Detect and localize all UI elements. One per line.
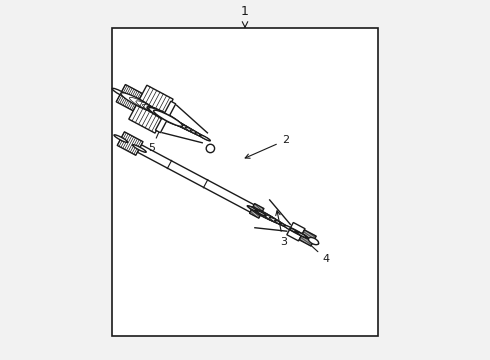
Polygon shape <box>155 101 176 133</box>
Ellipse shape <box>206 144 215 153</box>
Ellipse shape <box>148 108 178 124</box>
Text: 5: 5 <box>148 121 164 153</box>
Ellipse shape <box>132 145 146 152</box>
Ellipse shape <box>185 127 201 136</box>
Polygon shape <box>299 230 316 246</box>
Ellipse shape <box>199 135 210 141</box>
Ellipse shape <box>153 110 183 126</box>
Ellipse shape <box>308 238 318 245</box>
Bar <box>112 28 378 336</box>
Ellipse shape <box>195 132 207 139</box>
Ellipse shape <box>161 114 186 128</box>
Ellipse shape <box>254 209 278 223</box>
Polygon shape <box>249 204 264 218</box>
Polygon shape <box>116 85 143 111</box>
Ellipse shape <box>200 135 210 140</box>
Polygon shape <box>129 85 173 133</box>
Ellipse shape <box>259 212 281 224</box>
Ellipse shape <box>147 107 181 126</box>
Text: 3: 3 <box>276 211 287 247</box>
Text: 4: 4 <box>299 234 330 264</box>
Text: 1: 1 <box>241 5 249 18</box>
Ellipse shape <box>256 211 266 216</box>
Polygon shape <box>117 132 143 155</box>
Ellipse shape <box>248 206 276 221</box>
Ellipse shape <box>284 225 296 232</box>
Ellipse shape <box>247 206 257 211</box>
Ellipse shape <box>155 111 183 126</box>
Ellipse shape <box>285 226 292 230</box>
Ellipse shape <box>297 232 307 238</box>
Ellipse shape <box>264 215 283 225</box>
Ellipse shape <box>114 135 128 143</box>
Ellipse shape <box>112 88 129 98</box>
Ellipse shape <box>274 220 288 227</box>
Ellipse shape <box>309 238 318 244</box>
Ellipse shape <box>190 130 204 138</box>
Ellipse shape <box>129 97 147 107</box>
Ellipse shape <box>166 117 189 130</box>
Ellipse shape <box>280 223 290 229</box>
Ellipse shape <box>121 93 155 112</box>
Polygon shape <box>137 145 262 216</box>
Polygon shape <box>287 222 305 241</box>
Text: 2: 2 <box>245 135 289 158</box>
Ellipse shape <box>151 109 180 125</box>
Ellipse shape <box>180 125 198 134</box>
Ellipse shape <box>171 119 192 131</box>
Ellipse shape <box>175 122 195 133</box>
Ellipse shape <box>295 231 308 238</box>
Ellipse shape <box>270 217 285 226</box>
